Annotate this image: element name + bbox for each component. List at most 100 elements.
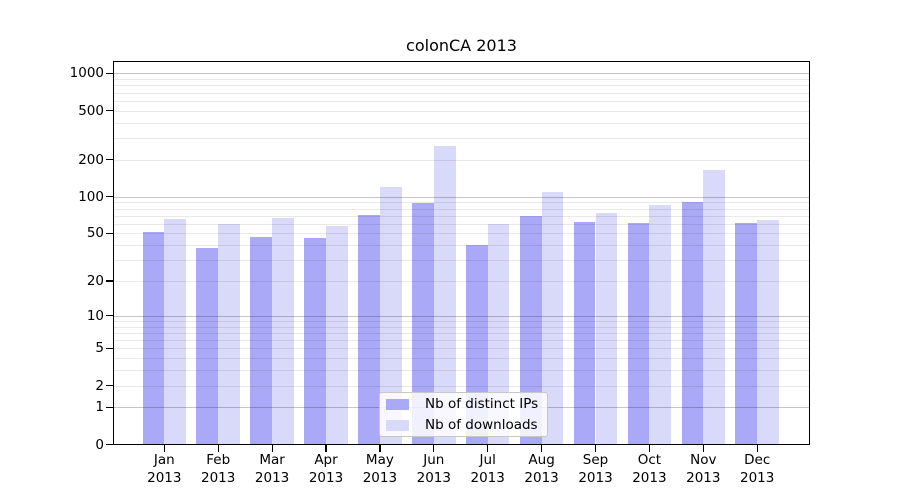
x-tick-label-jun: Jun 2013: [407, 451, 461, 487]
gridline-minor: [113, 385, 810, 387]
x-tick-mark: [433, 444, 435, 452]
gridline-minor: [113, 260, 810, 262]
x-tick-label-dec: Dec 2013: [730, 451, 784, 487]
legend-item-downloads: Nb of downloads: [380, 415, 547, 435]
legend: Nb of distinct IPs Nb of downloads: [379, 392, 548, 437]
bar-downloads-jun: [433, 145, 456, 445]
x-tick-label-mar: Mar 2013: [245, 451, 299, 487]
y-tick-label: 1: [95, 399, 104, 416]
x-tick-label-aug: Aug 2013: [515, 451, 569, 487]
bar-ips-jun: [412, 203, 434, 445]
x-tick-mark: [756, 444, 758, 452]
x-tick-mark: [325, 444, 327, 452]
x-tick-label-line: 2013: [416, 469, 451, 486]
legend-item-distinct-ips: Nb of distinct IPs: [380, 394, 547, 414]
y-tick-label: 500: [78, 102, 104, 119]
gridline-minor: [113, 233, 810, 235]
gridline-minor: [113, 215, 810, 217]
gridline-minor: [113, 223, 810, 225]
bar-ips-jan: [142, 232, 165, 445]
bar-ips-mar: [250, 236, 273, 445]
x-tick-label-line: 2013: [254, 469, 290, 486]
bar-downloads-may: [379, 186, 402, 445]
x-tick-label-sep: Sep 2013: [569, 451, 623, 487]
bar-downloads-nov: [703, 170, 726, 445]
gridline-minor: [113, 245, 810, 247]
gridline-minor: [113, 85, 810, 87]
x-tick-mark: [648, 444, 651, 452]
legend-label-distinct-ips: Nb of distinct IPs: [425, 396, 539, 412]
x-tick-label-line: Apr: [314, 451, 338, 468]
y-tick-mark: [106, 280, 113, 282]
y-tick-mark: [106, 315, 113, 317]
x-tick-label-line: Jan: [153, 451, 175, 468]
y-tick-label: 0: [95, 436, 104, 453]
x-tick-label-jan: Jan 2013: [137, 451, 191, 487]
x-tick-label-feb: Feb 2013: [191, 451, 245, 487]
x-tick-label-line: 2013: [201, 469, 236, 486]
x-tick-mark: [487, 444, 489, 452]
x-tick-label-line: Mar: [259, 451, 285, 468]
gridline-minor: [113, 281, 810, 282]
x-tick-label-line: May: [365, 451, 394, 468]
y-tick-label: 2: [95, 377, 104, 394]
gridline-minor: [113, 320, 810, 322]
bar-ips-oct: [627, 222, 650, 445]
y-tick-label: 1000: [69, 65, 104, 82]
x-tick-mark: [217, 444, 219, 452]
bar-ips-may: [358, 214, 380, 445]
x-tick-mark: [702, 444, 704, 452]
bar-downloads-feb: [218, 223, 240, 445]
gridline-minor: [113, 100, 810, 102]
y-tick-mark: [106, 232, 113, 235]
x-tick-mark: [163, 444, 165, 452]
y-tick-mark: [106, 406, 113, 408]
x-tick-label-apr: Apr 2013: [299, 451, 353, 487]
bar-downloads-aug: [541, 191, 564, 445]
y-tick-label: 10: [86, 307, 104, 324]
bar-downloads-jul: [487, 223, 510, 445]
chart-title: colonCA 2013: [406, 36, 517, 55]
gridline-minor: [113, 348, 810, 350]
bar-downloads-apr: [326, 226, 348, 445]
y-tick-label: 50: [86, 225, 104, 242]
bar-downloads-jan: [164, 218, 187, 445]
gridline-major: [113, 73, 810, 75]
bar-ips-sep: [573, 222, 596, 445]
x-tick-mark: [594, 444, 597, 452]
bar-ips-aug: [519, 216, 542, 445]
gridline-minor: [113, 208, 810, 210]
legend-swatch-downloads: [386, 419, 409, 431]
y-tick-mark: [106, 159, 113, 161]
x-tick-label-line: Aug: [528, 451, 555, 468]
x-tick-label-line: 2013: [524, 469, 559, 486]
x-tick-label-line: Nov: [690, 451, 717, 468]
plot-area: [113, 61, 810, 445]
gridline-minor: [113, 340, 810, 341]
bar-ips-feb: [196, 247, 219, 445]
y-tick-mark: [106, 196, 113, 198]
x-tick-label-line: 2013: [686, 469, 721, 486]
gridline-minor: [113, 92, 810, 94]
legend-swatch-distinct-ips: [386, 398, 409, 410]
x-tick-label-line: 2013: [578, 469, 613, 486]
bar-downloads-oct: [649, 205, 672, 445]
y-tick-mark: [106, 443, 113, 446]
gridline-minor: [113, 358, 810, 360]
y-tick-mark: [106, 347, 113, 349]
gridline-minor: [113, 122, 810, 124]
gridline-minor: [113, 370, 810, 372]
y-tick-label: 100: [78, 188, 104, 205]
bar-ips-dec: [735, 222, 758, 445]
gridline-minor: [113, 159, 810, 161]
x-tick-label-line: Dec: [744, 451, 771, 468]
x-tick-label-nov: Nov 2013: [676, 451, 730, 487]
x-tick-label-line: 2013: [362, 469, 398, 486]
gridline-minor: [113, 138, 810, 140]
y-tick-mark: [106, 72, 113, 75]
y-tick-mark: [106, 384, 113, 387]
x-tick-mark: [379, 444, 381, 452]
bar-downloads-sep: [595, 213, 618, 445]
legend-label-downloads: Nb of downloads: [425, 417, 538, 433]
